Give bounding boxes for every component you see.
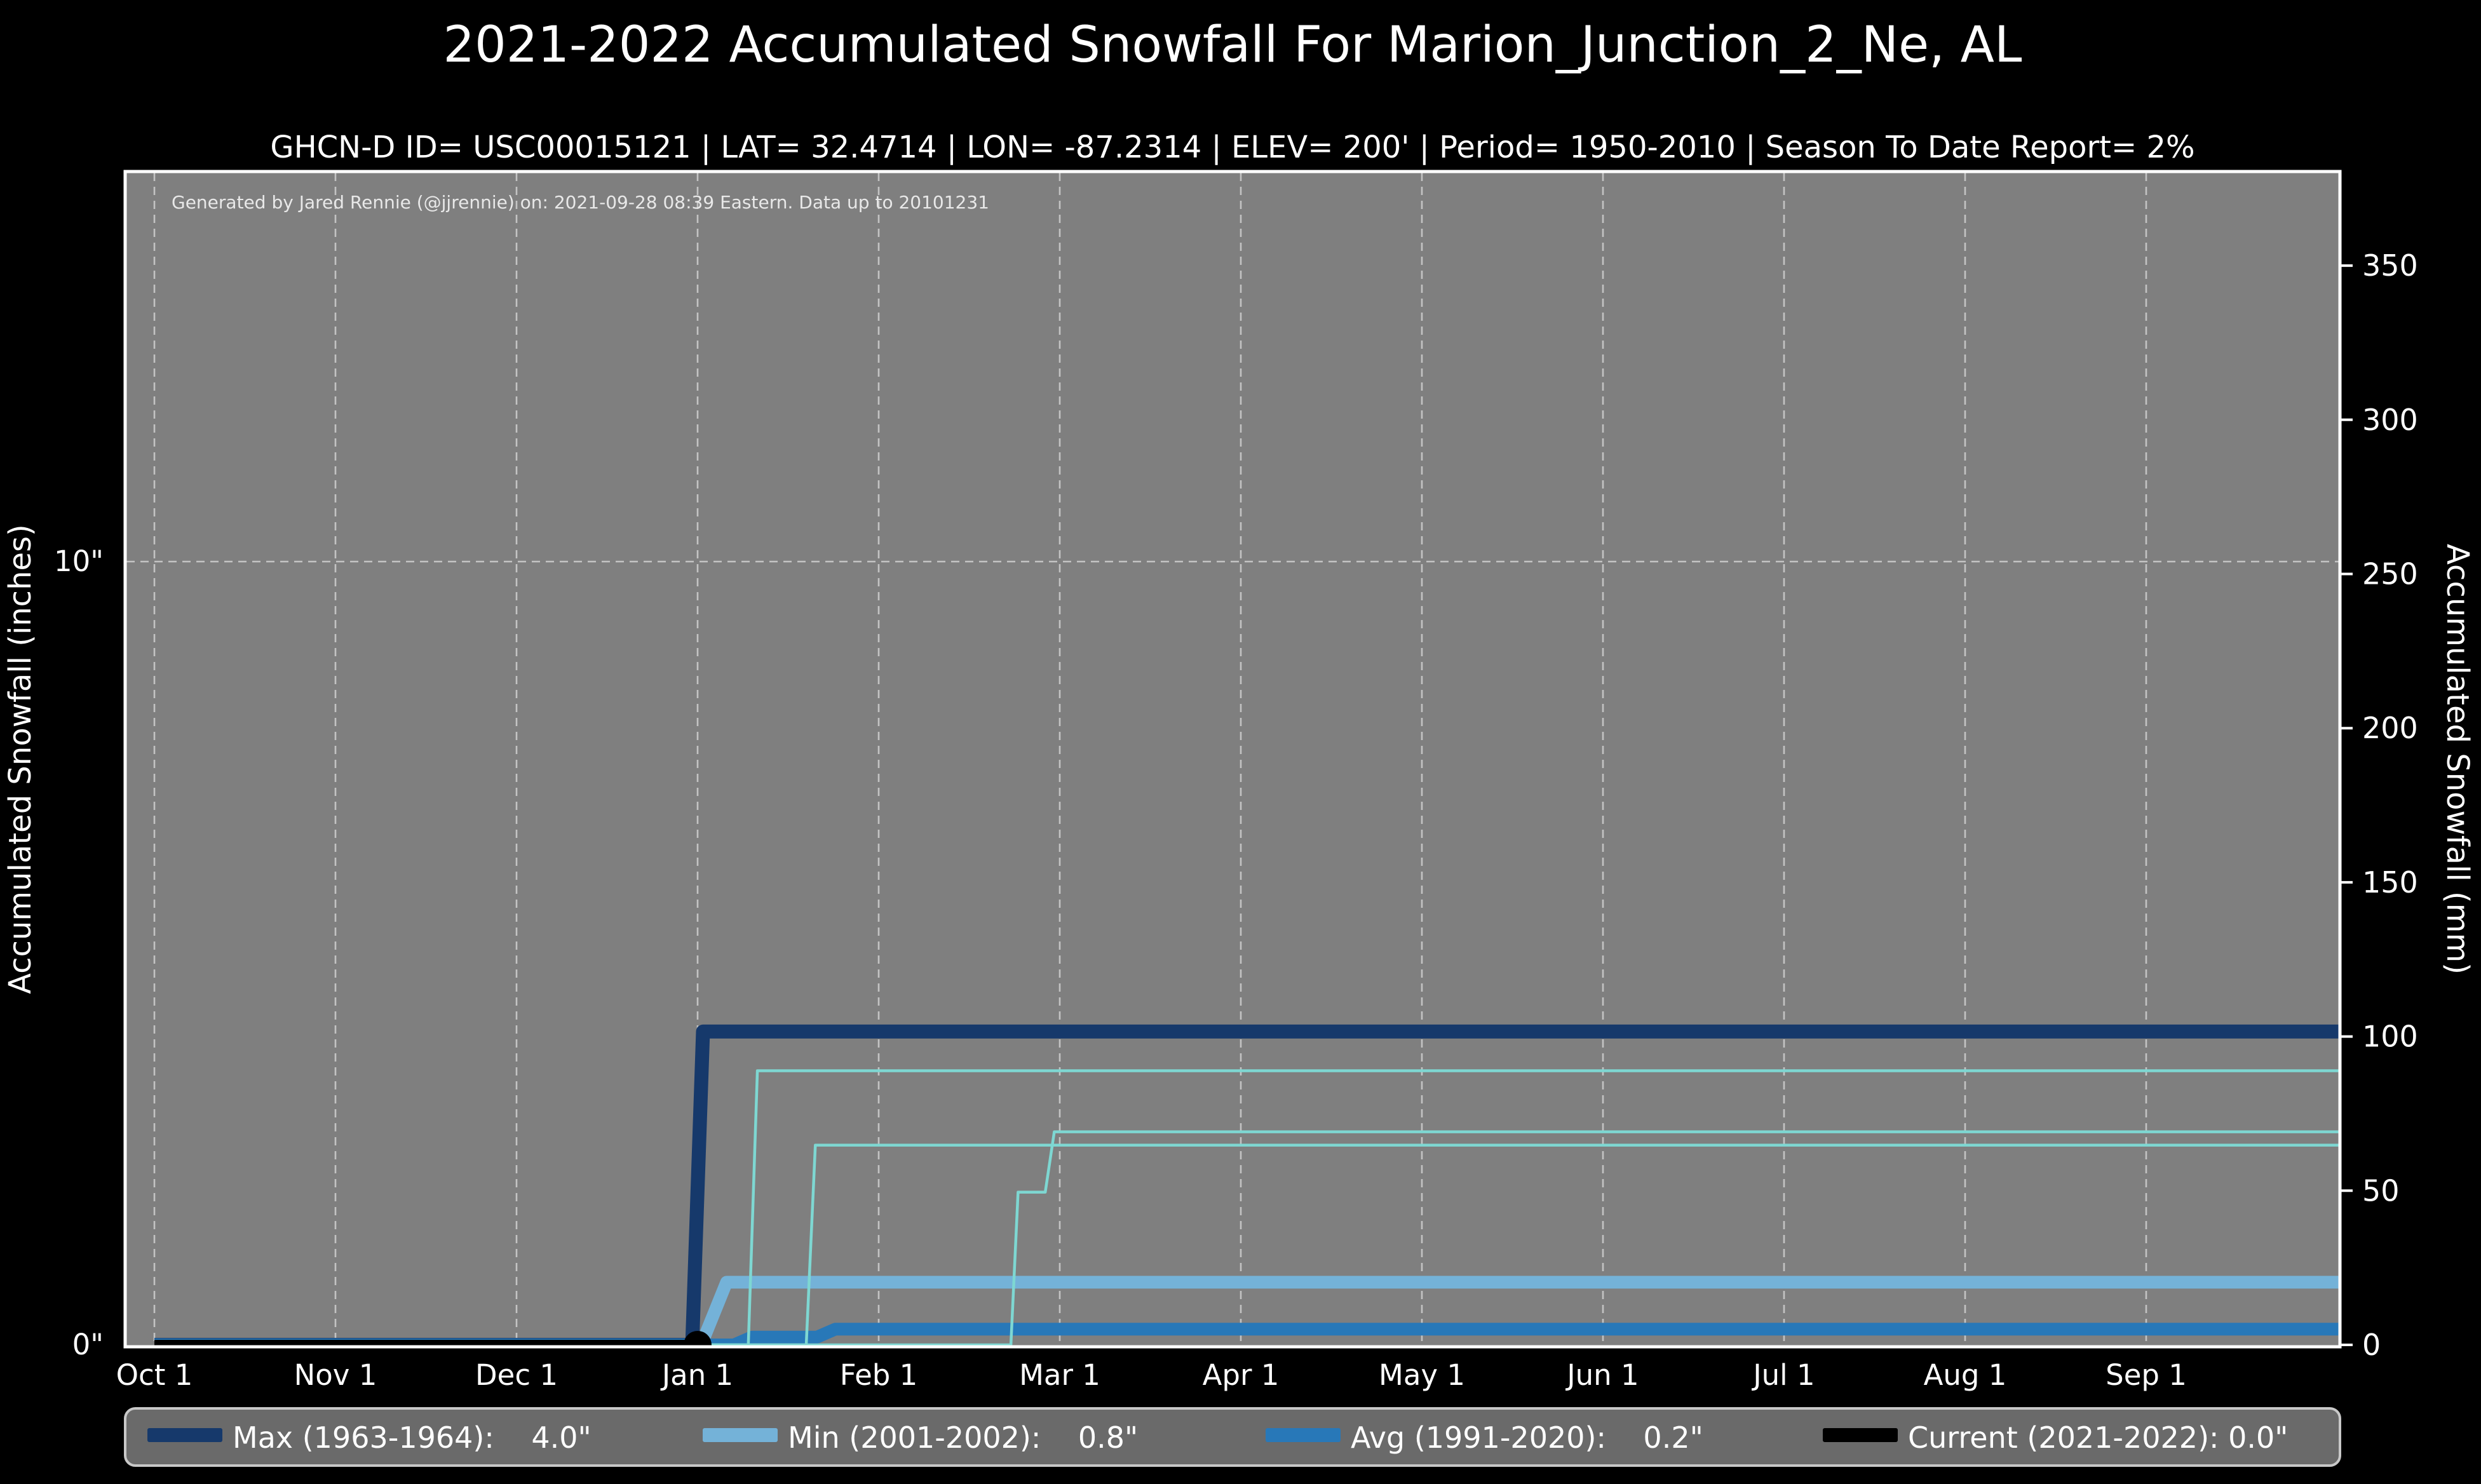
- right-tick-label: 300: [2362, 403, 2418, 437]
- axis-ticks-and-labels: 0 50 100 150 200 250 300 350 0" 10" Oct 1 Nov 1 Dec …: [54, 248, 2418, 1392]
- chart-subtitle: GHCN-D ID= USC00015121 | LAT= 32.4714 | …: [270, 130, 2194, 165]
- x-tick-label: Apr 1: [1203, 1358, 1280, 1392]
- legend-label: Max (1963-1964): 4.0": [233, 1420, 592, 1455]
- series-line-season-c: [154, 1130, 2340, 1347]
- legend-swatch: [1823, 1428, 1898, 1442]
- right-tick-label: 200: [2362, 711, 2418, 745]
- legend-label: Avg (1991-2020): 0.2": [1351, 1420, 1703, 1455]
- x-tick-label: Nov 1: [294, 1358, 377, 1392]
- x-tick-label: Jul 1: [1751, 1358, 1815, 1392]
- x-tick-label: Oct 1: [116, 1358, 193, 1392]
- x-tick-label: May 1: [1379, 1358, 1465, 1392]
- gridlines: [126, 173, 2339, 1346]
- chart-title: 2021-2022 Accumulated Snowfall For Mario…: [443, 17, 2022, 74]
- x-tick-label: Jun 1: [1565, 1358, 1639, 1392]
- x-tick-label: Mar 1: [1019, 1358, 1100, 1392]
- legend-box: [124, 1407, 2341, 1467]
- right-tick-label: 50: [2362, 1173, 2400, 1208]
- series-line-current-end-dot: [684, 1331, 712, 1347]
- left-tick-label: 10": [54, 544, 104, 578]
- right-tick-label: 250: [2362, 557, 2418, 591]
- right-tick-label: 350: [2362, 248, 2418, 283]
- series-lines: [154, 1024, 2340, 1347]
- right-tick-label: 150: [2362, 865, 2418, 900]
- right-tick-label: 100: [2362, 1020, 2418, 1054]
- plot-border: [123, 170, 2342, 1349]
- x-tick-label: Jan 1: [660, 1358, 733, 1392]
- left-axis-title: Accumulated Snowfall (inches): [3, 524, 38, 994]
- right-tick-label: 0: [2362, 1328, 2381, 1362]
- legend-swatch: [703, 1428, 778, 1442]
- x-tick-label: Sep 1: [2106, 1358, 2187, 1392]
- legend-swatch: [1266, 1428, 1341, 1442]
- left-tick-label: 0": [72, 1328, 104, 1361]
- plot-background: [125, 172, 2340, 1347]
- attribution-text: Generated by Jared Rennie (@jjrennie) on…: [172, 192, 989, 213]
- legend-bar: Max (1963-1964): 4.0" Min (2001-2002): 0.…: [124, 1407, 2341, 1467]
- x-tick-label: Dec 1: [475, 1358, 558, 1392]
- x-tick-label: Feb 1: [840, 1358, 918, 1392]
- legend-swatch: [147, 1428, 222, 1442]
- right-axis-title: Accumulated Snowfall (mm): [2440, 544, 2475, 975]
- x-tick-label: Aug 1: [1924, 1358, 2007, 1392]
- legend-label: Min (2001-2002): 0.8": [788, 1420, 1138, 1455]
- legend-label: Current (2021-2022): 0.0": [1908, 1420, 2288, 1455]
